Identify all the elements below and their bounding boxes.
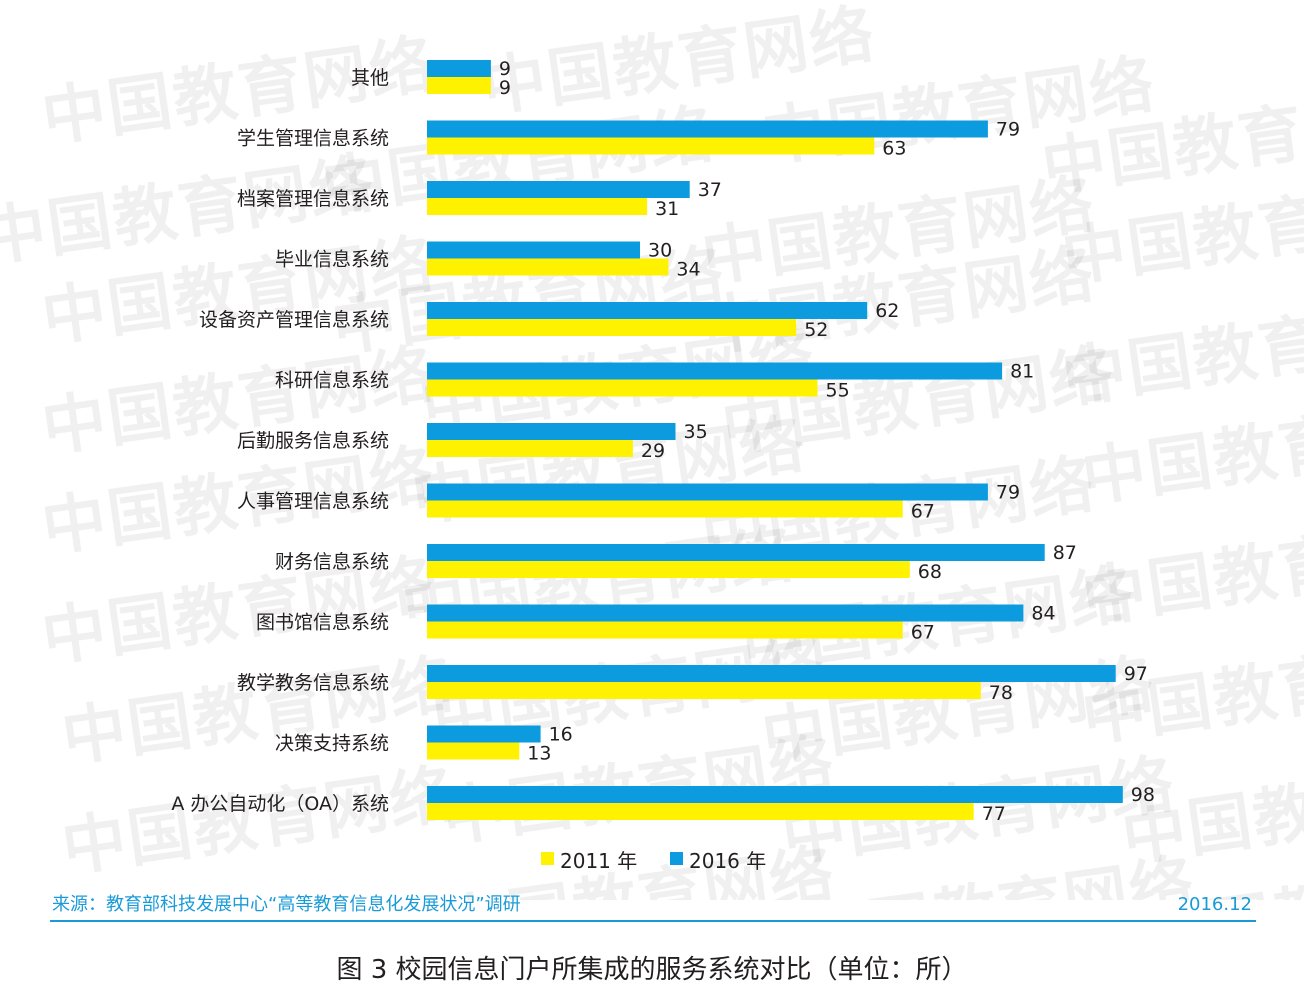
- bar-2016-11: [427, 725, 541, 743]
- value-label-2016: 84: [1031, 603, 1055, 625]
- bar-2011-9: [427, 621, 903, 639]
- value-label-2016: 16: [549, 724, 573, 746]
- bar-2016-9: [427, 604, 1024, 622]
- category-label: 档案管理信息系统: [237, 188, 389, 210]
- bar-2016-12: [427, 786, 1123, 803]
- bar-2016-6: [427, 423, 676, 440]
- value-label-2011: 78: [989, 682, 1013, 704]
- value-label-2016: 79: [996, 482, 1020, 504]
- value-label-2011: 29: [641, 440, 665, 462]
- bar-2011-4: [427, 319, 797, 336]
- value-label-2016: 98: [1131, 784, 1155, 806]
- value-label-2011: 13: [527, 743, 551, 765]
- value-label-2016: 79: [996, 119, 1020, 141]
- chart-title: 图 3 校园信息门户所集成的服务系统对比（单位：所）: [336, 955, 967, 985]
- category-label: 后勤服务信息系统: [237, 430, 389, 452]
- value-label-2011: 63: [882, 138, 906, 160]
- value-label-2011: 55: [826, 380, 850, 402]
- bar-2016-7: [427, 483, 988, 501]
- value-label-2016: 81: [1010, 361, 1034, 383]
- value-label-2016: 87: [1053, 542, 1077, 564]
- category-label: 毕业信息系统: [275, 249, 389, 271]
- category-label: 其他: [351, 67, 389, 89]
- value-label-2016: 30: [648, 240, 672, 262]
- bar-2016-10: [427, 665, 1116, 682]
- bar-2011-11: [427, 742, 520, 760]
- value-label-2011: 52: [804, 319, 828, 341]
- legend: 2011 年 2016 年: [541, 849, 766, 873]
- bar-2016-3: [427, 241, 640, 259]
- value-label-2016: 9: [499, 58, 511, 80]
- bar-2011-8: [427, 561, 910, 578]
- category-label: 图书馆信息系统: [256, 612, 389, 634]
- value-label-2016: 62: [875, 300, 899, 322]
- category-label: 科研信息系统: [275, 370, 389, 392]
- bar-2011-5: [427, 379, 818, 397]
- value-label-2016: 97: [1124, 663, 1148, 685]
- value-label-2011: 68: [918, 561, 942, 583]
- bar-2016-5: [427, 362, 1003, 380]
- bar-2011-2: [427, 198, 648, 215]
- bar-2011-1: [427, 137, 875, 155]
- bar-2016-0: [427, 60, 491, 77]
- value-label-2011: 77: [982, 803, 1006, 825]
- value-label-2011: 9: [499, 77, 511, 99]
- value-label-2016: 35: [684, 421, 708, 443]
- bar-2011-3: [427, 258, 669, 276]
- bar-2011-0: [427, 77, 491, 94]
- source-date: 2016.12: [1178, 894, 1252, 915]
- category-label: 人事管理信息系统: [237, 491, 389, 513]
- bar-2016-1: [427, 120, 988, 138]
- bar-2011-10: [427, 682, 981, 699]
- category-label: 决策支持系统: [275, 733, 389, 755]
- bar-2016-8: [427, 544, 1045, 561]
- source-note: 来源：教育部科技发展中心“高等教育信息化发展状况”调研: [52, 894, 521, 915]
- value-label-2016: 37: [698, 179, 722, 201]
- bar-2016-4: [427, 302, 868, 319]
- legend-label-2016: 2016 年: [689, 849, 766, 873]
- legend-swatch-2011: [541, 852, 554, 865]
- legend-swatch-2016: [670, 852, 683, 865]
- bars-group: [427, 60, 1123, 820]
- category-label: 设备资产管理信息系统: [199, 309, 389, 331]
- value-label-2011: 34: [676, 259, 700, 281]
- value-label-2011: 31: [655, 198, 679, 220]
- legend-label-2011: 2011 年: [560, 849, 637, 873]
- category-label: 学生管理信息系统: [237, 128, 389, 150]
- bar-2011-12: [427, 803, 974, 820]
- value-label-2011: 67: [911, 501, 935, 523]
- bar-2011-6: [427, 440, 633, 457]
- value-label-2011: 67: [911, 622, 935, 644]
- bar-2016-2: [427, 181, 690, 198]
- category-label: 财务信息系统: [275, 551, 389, 573]
- category-label: 教学教务信息系统: [237, 672, 389, 694]
- bar-2011-7: [427, 500, 903, 518]
- category-label: A 办公自动化（OA）系统: [171, 793, 389, 815]
